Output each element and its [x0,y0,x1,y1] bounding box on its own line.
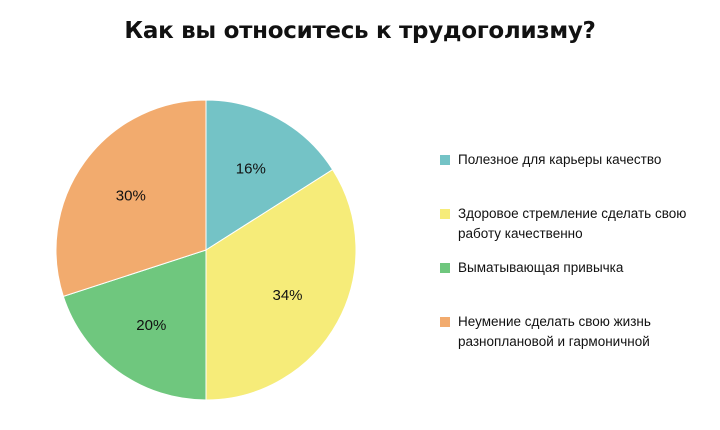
pie-value-labels: 16% 34% 20% 30% [116,161,303,335]
legend-item-healthy-drive: Здоровое стремление сделать свою работу … [440,204,710,244]
pie-slice-healthy-drive [205,168,357,401]
legend-item-unbalanced-life: Неумение сделать свою жизнь разнопланово… [440,312,710,352]
pie-value-label-exhausting-habit: 20% [136,317,166,334]
pie-slices [55,99,357,401]
legend-label-exhausting-habit: Выматывающая привычка [458,260,624,275]
legend-item-career: Полезное для карьеры качество [440,150,710,170]
chart-title: Как вы относитесь к трудоголизму? [124,18,596,44]
legend-swatch-healthy-drive [440,209,450,219]
pie-slice-career [205,99,334,251]
pie-value-label-career: 16% [236,161,266,178]
pie-value-label-unbalanced-life: 30% [116,187,146,204]
legend-label-unbalanced-life: Неумение сделать свою жизнь разнопланово… [458,314,651,349]
legend-label-healthy-drive: Здоровое стремление сделать свою работу … [458,206,687,241]
legend-label-career: Полезное для карьеры качество [458,152,662,167]
legend-swatch-unbalanced-life [440,317,450,327]
pie-slice-unbalanced-life [55,99,207,297]
legend-swatch-career [440,155,450,165]
legend-item-exhausting-habit: Выматывающая привычка [440,258,710,278]
pie-value-label-healthy-drive: 34% [272,287,302,304]
legend-swatch-exhausting-habit [440,263,450,273]
pie-slice-exhausting-habit [62,249,207,401]
